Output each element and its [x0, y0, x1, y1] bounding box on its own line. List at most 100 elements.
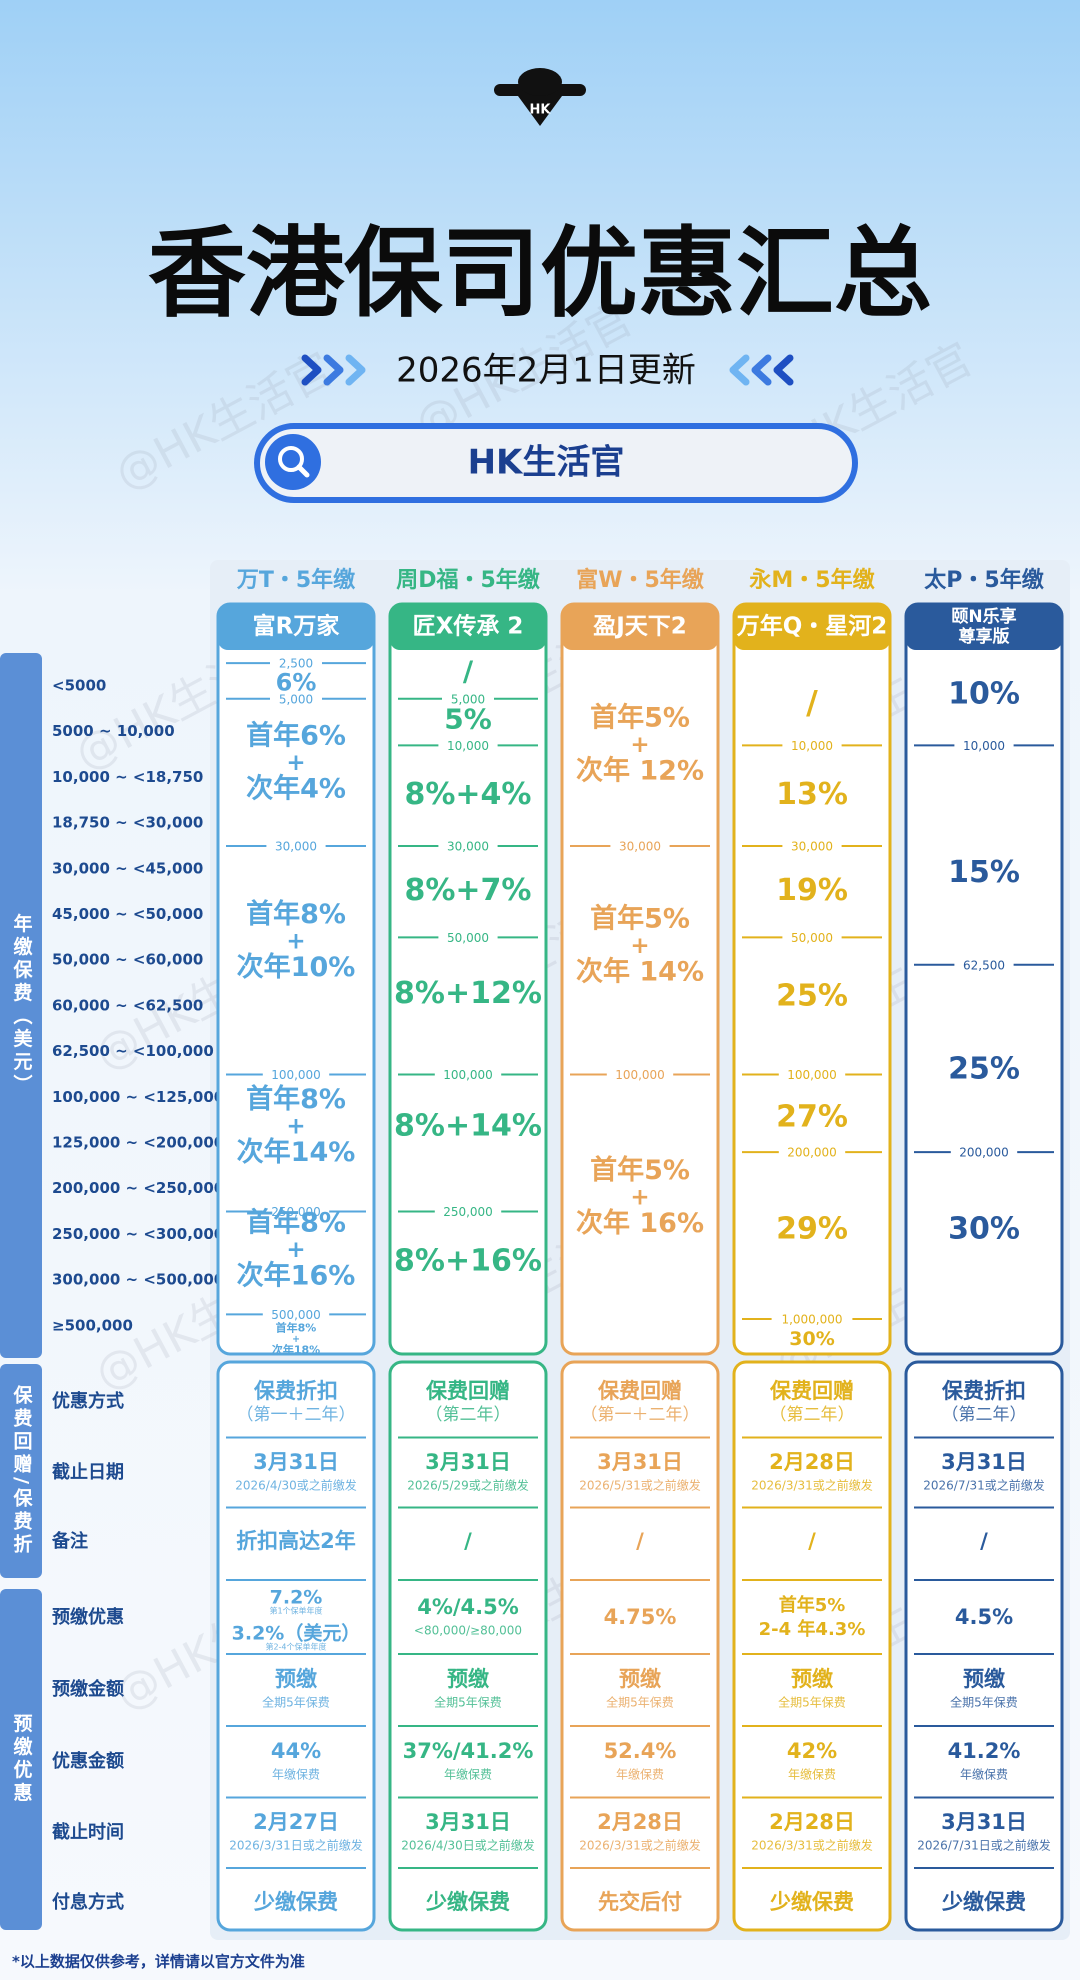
- rate: 29%: [776, 1211, 848, 1246]
- detail-main: /: [808, 1529, 816, 1553]
- detail-main: 3月31日: [425, 1450, 511, 1474]
- detail-note: 第1个保单年度: [269, 1606, 322, 1616]
- detail-box: [904, 1360, 1064, 1932]
- detail-main: 保费回赠: [597, 1379, 682, 1403]
- group-bar: [0, 1589, 42, 1930]
- detail-main: 折扣高达2年: [236, 1529, 356, 1553]
- rate: 首年5%: [590, 903, 690, 935]
- detail-note: 2026/3/31或之前缴发: [751, 1838, 873, 1853]
- break-label: 30,000: [447, 839, 489, 853]
- rate: 8%+12%: [394, 976, 542, 1011]
- detail-box: [388, 1360, 548, 1932]
- detail-main: 3.2%（美元）: [232, 1622, 361, 1645]
- detail-main: 预缴: [275, 1667, 318, 1691]
- rate: 25%: [948, 1051, 1020, 1086]
- break-label: 250,000: [271, 1205, 321, 1219]
- detail-main: 4.5%: [955, 1605, 1013, 1629]
- detail-main: 保费折扣: [941, 1379, 1026, 1403]
- rate: 13%: [776, 777, 848, 812]
- rate: 15%: [948, 855, 1020, 890]
- detail-main: 2月27日: [253, 1810, 339, 1834]
- rate: +: [286, 928, 305, 954]
- rate: 次年18%: [272, 1342, 320, 1356]
- rate: 5%: [444, 702, 492, 735]
- detail-main: 少缴保费: [941, 1890, 1026, 1914]
- break-label: 5,000: [451, 692, 485, 706]
- rate: 次年 14%: [576, 955, 704, 987]
- group-bar: [0, 1364, 42, 1578]
- company-name: 太P・5年缴: [924, 567, 1044, 593]
- detail-main: 7.2%: [270, 1587, 323, 1609]
- detail-label: 截止日期: [52, 1461, 124, 1483]
- rate: 8%+14%: [394, 1109, 542, 1144]
- rate: /: [806, 683, 818, 721]
- rate: 首年8%: [246, 898, 346, 930]
- logo-text: HK: [530, 103, 552, 118]
- group-label: 预缴优惠: [11, 1713, 33, 1805]
- rate: +: [630, 1184, 649, 1210]
- detail-note: （第二年）: [426, 1405, 511, 1425]
- rate: 8%+7%: [404, 873, 531, 908]
- rate: 10%: [948, 677, 1020, 712]
- detail-main: 2月28日: [597, 1810, 683, 1834]
- detail-main: 2月28日: [769, 1450, 855, 1474]
- logo: HK: [494, 68, 586, 126]
- product-name: 盈J天下2: [592, 614, 687, 640]
- footer-note: *以上数据仅供参考，详情请以官方文件为准: [12, 1953, 305, 1971]
- rate: 首年5%: [590, 1154, 690, 1186]
- rate: /: [463, 654, 474, 687]
- detail-main: 42%: [787, 1739, 837, 1763]
- detail-main: 先交后付: [598, 1890, 682, 1914]
- rate: 首年5%: [590, 701, 690, 733]
- product-pill: [906, 604, 1062, 650]
- tier-label: <5000: [52, 677, 106, 695]
- product-pill: [218, 604, 374, 650]
- rate: 首年6%: [246, 720, 346, 752]
- rate: 次年 16%: [576, 1207, 704, 1239]
- break-label: 10,000: [447, 739, 489, 753]
- group-label: 保费回赠/保费折: [11, 1384, 34, 1557]
- rate: 27%: [776, 1099, 848, 1134]
- break-label: 250,000: [443, 1205, 493, 1219]
- detail-note: （第二年）: [770, 1405, 855, 1425]
- rate: +: [630, 933, 649, 959]
- detail-note: 年缴保费: [616, 1767, 664, 1782]
- company-name: 万T・5年缴: [236, 567, 356, 593]
- detail-note: 2026/7/31或之前缴发: [923, 1478, 1045, 1493]
- rate: 首年8%: [276, 1321, 317, 1335]
- break-label: 100,000: [271, 1068, 321, 1082]
- rate: 6%: [276, 669, 317, 697]
- break-label: 50,000: [791, 931, 833, 945]
- break-label: 200,000: [787, 1146, 837, 1160]
- company-name: 周D福・5年缴: [396, 567, 541, 593]
- search-handle: [296, 464, 310, 478]
- break-label: 100,000: [615, 1068, 665, 1082]
- rate: 次年14%: [237, 1136, 356, 1168]
- detail-note: 全期5年保费: [606, 1695, 674, 1710]
- rate: 首年8%: [246, 1083, 346, 1115]
- break-label: 10,000: [963, 739, 1005, 753]
- rate: 30%: [948, 1211, 1020, 1246]
- detail-main: 少缴保费: [253, 1890, 338, 1914]
- product-pill: [562, 604, 718, 650]
- company-name: 富W・5年缴: [576, 567, 705, 593]
- detail-main: 2月28日: [769, 1810, 855, 1834]
- product-name: 富R万家: [253, 613, 340, 640]
- tier-label: 5000 ~ 10,000: [52, 722, 175, 740]
- rate: +: [286, 1114, 305, 1140]
- search-glass: [278, 446, 304, 472]
- rate: +: [630, 732, 649, 758]
- search-bar[interactable]: [254, 423, 858, 503]
- tier-label: 45,000 ~ <50,000: [52, 905, 203, 923]
- detail-note: 2026/4/30日或之前缴发: [401, 1838, 535, 1853]
- tier-label: 300,000 ~ <500,000: [52, 1271, 224, 1289]
- detail-note: 年缴保费: [960, 1767, 1008, 1782]
- arrows-left: [301, 354, 366, 386]
- detail-note: 第2-4个保单年度: [265, 1642, 326, 1652]
- detail-main: /: [980, 1529, 988, 1553]
- tier-label: ≥500,000: [52, 1316, 133, 1334]
- detail-note: 年缴保费: [788, 1767, 836, 1782]
- detail-note: 年缴保费: [272, 1767, 320, 1782]
- detail-main: /: [464, 1529, 472, 1553]
- detail-main: 少缴保费: [425, 1890, 510, 1914]
